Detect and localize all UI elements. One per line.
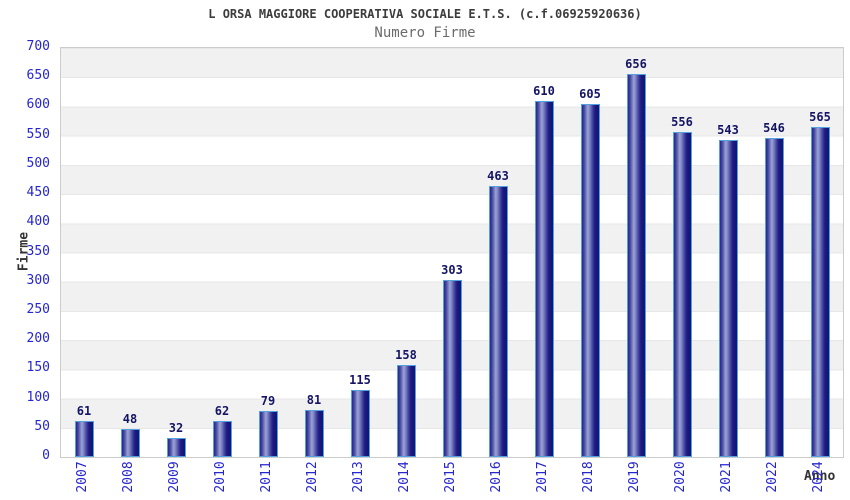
bar-value-2016: 463	[487, 169, 509, 183]
y-tick-label-250: 250	[26, 301, 50, 317]
bar-value-2011: 79	[260, 394, 276, 408]
y-tick-label-200: 200	[26, 331, 50, 347]
y-tick-label-350: 350	[26, 243, 50, 259]
bar-2012	[304, 410, 324, 457]
y-tick-label-650: 650	[26, 68, 50, 84]
bar-value-2007: 61	[76, 404, 92, 418]
bar-value-2022: 546	[763, 121, 785, 135]
x-tick-label-2013: 2013	[351, 461, 366, 493]
bar-value-2009: 32	[168, 421, 184, 435]
x-tick-label-2018: 2018	[581, 461, 596, 493]
bar-value-2014: 158	[395, 348, 417, 362]
bar-2019	[626, 74, 646, 457]
bar-value-2015: 303	[441, 263, 463, 277]
bar-2016	[488, 186, 508, 457]
bar-value-2020: 556	[671, 115, 693, 129]
bar-2009	[166, 438, 186, 457]
y-tick-label-0: 0	[42, 448, 50, 463]
bar-value-2024: 565	[809, 110, 831, 124]
bar-value-2008: 48	[122, 412, 138, 426]
bar-2018	[580, 104, 600, 457]
x-tick-label-2015: 2015	[443, 461, 458, 493]
bar-2017	[534, 101, 554, 457]
bar-2014	[396, 365, 416, 457]
x-tick-label-2010: 2010	[213, 461, 228, 493]
chart-title: L ORSA MAGGIORE COOPERATIVA SOCIALE E.T.…	[208, 7, 642, 21]
x-tick-label-2007: 2007	[75, 461, 90, 493]
x-tick-label-2012: 2012	[305, 461, 320, 493]
bar-2011	[258, 411, 278, 457]
x-tick-label-2009: 2009	[167, 461, 182, 493]
y-tick-label-700: 700	[26, 39, 50, 54]
x-tick-label-2024: 2024	[811, 461, 826, 493]
x-tick-label-2016: 2016	[489, 461, 504, 493]
bar-2010	[212, 421, 232, 457]
x-tick-label-2011: 2011	[259, 461, 274, 493]
bar-2021	[718, 140, 738, 457]
y-tick-label-550: 550	[26, 126, 50, 142]
x-tick-label-2021: 2021	[719, 461, 734, 493]
x-tick-label-2022: 2022	[765, 461, 780, 493]
bar-value-2019: 656	[625, 57, 647, 71]
bar-2013	[350, 390, 370, 457]
chart-subtitle: Numero Firme	[374, 25, 476, 41]
bar-value-2012: 81	[306, 393, 322, 407]
x-tick-label-2020: 2020	[673, 461, 688, 493]
x-tick-label-2019: 2019	[627, 461, 642, 493]
x-tick-label-2017: 2017	[535, 461, 550, 493]
plot-area: 61 48 32 62 79 81 115 158 303 463 610 605 656 556 543 5…	[60, 47, 844, 458]
bar-2022	[764, 138, 784, 457]
bar-value-2013: 115	[349, 373, 371, 387]
bar-value-2010: 62	[214, 404, 230, 418]
x-axis-title: Anno	[804, 469, 836, 484]
bar-value-2018: 605	[579, 87, 601, 101]
bar-2008	[120, 429, 140, 457]
y-tick-label-150: 150	[26, 360, 50, 376]
x-tick-label-2008: 2008	[121, 461, 136, 493]
y-tick-label-300: 300	[26, 272, 50, 288]
y-tick-label-100: 100	[26, 389, 50, 405]
y-tick-label-500: 500	[26, 155, 50, 171]
y-tick-label-50: 50	[34, 418, 50, 434]
bar-2015	[442, 280, 462, 457]
y-tick-label-400: 400	[26, 214, 50, 230]
bar-value-2017: 610	[533, 84, 555, 98]
bar-value-2021: 543	[717, 123, 739, 137]
bar-2007	[74, 421, 94, 457]
x-tick-label-2014: 2014	[397, 461, 412, 493]
y-tick-label-450: 450	[26, 185, 50, 201]
bar-2020	[672, 132, 692, 457]
y-tick-label-600: 600	[26, 97, 50, 113]
bar-2024	[810, 127, 830, 457]
